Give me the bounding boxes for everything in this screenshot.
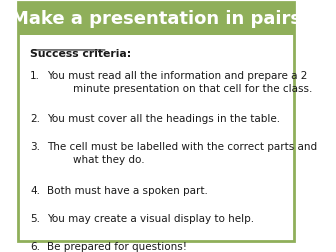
Text: You must cover all the headings in the table.: You must cover all the headings in the t… [47, 114, 280, 124]
Text: Both must have a spoken part.: Both must have a spoken part. [47, 185, 208, 196]
Text: 4.: 4. [30, 185, 40, 196]
Text: You may create a visual display to help.: You may create a visual display to help. [47, 213, 254, 224]
Text: 5.: 5. [30, 213, 40, 224]
Text: You must read all the information and prepare a 2
        minute presentation on: You must read all the information and pr… [47, 71, 312, 94]
Text: 2.: 2. [30, 114, 40, 124]
Text: Make a presentation in pairs: Make a presentation in pairs [10, 10, 301, 28]
FancyBboxPatch shape [17, 3, 294, 241]
Text: Be prepared for questions!: Be prepared for questions! [47, 242, 187, 251]
Text: 3.: 3. [30, 142, 40, 152]
FancyBboxPatch shape [17, 3, 294, 35]
Text: The cell must be labelled with the correct parts and
        what they do.: The cell must be labelled with the corre… [47, 142, 317, 165]
Text: 6.: 6. [30, 242, 40, 251]
Text: Success criteria:: Success criteria: [30, 49, 131, 59]
Text: 1.: 1. [30, 71, 40, 81]
